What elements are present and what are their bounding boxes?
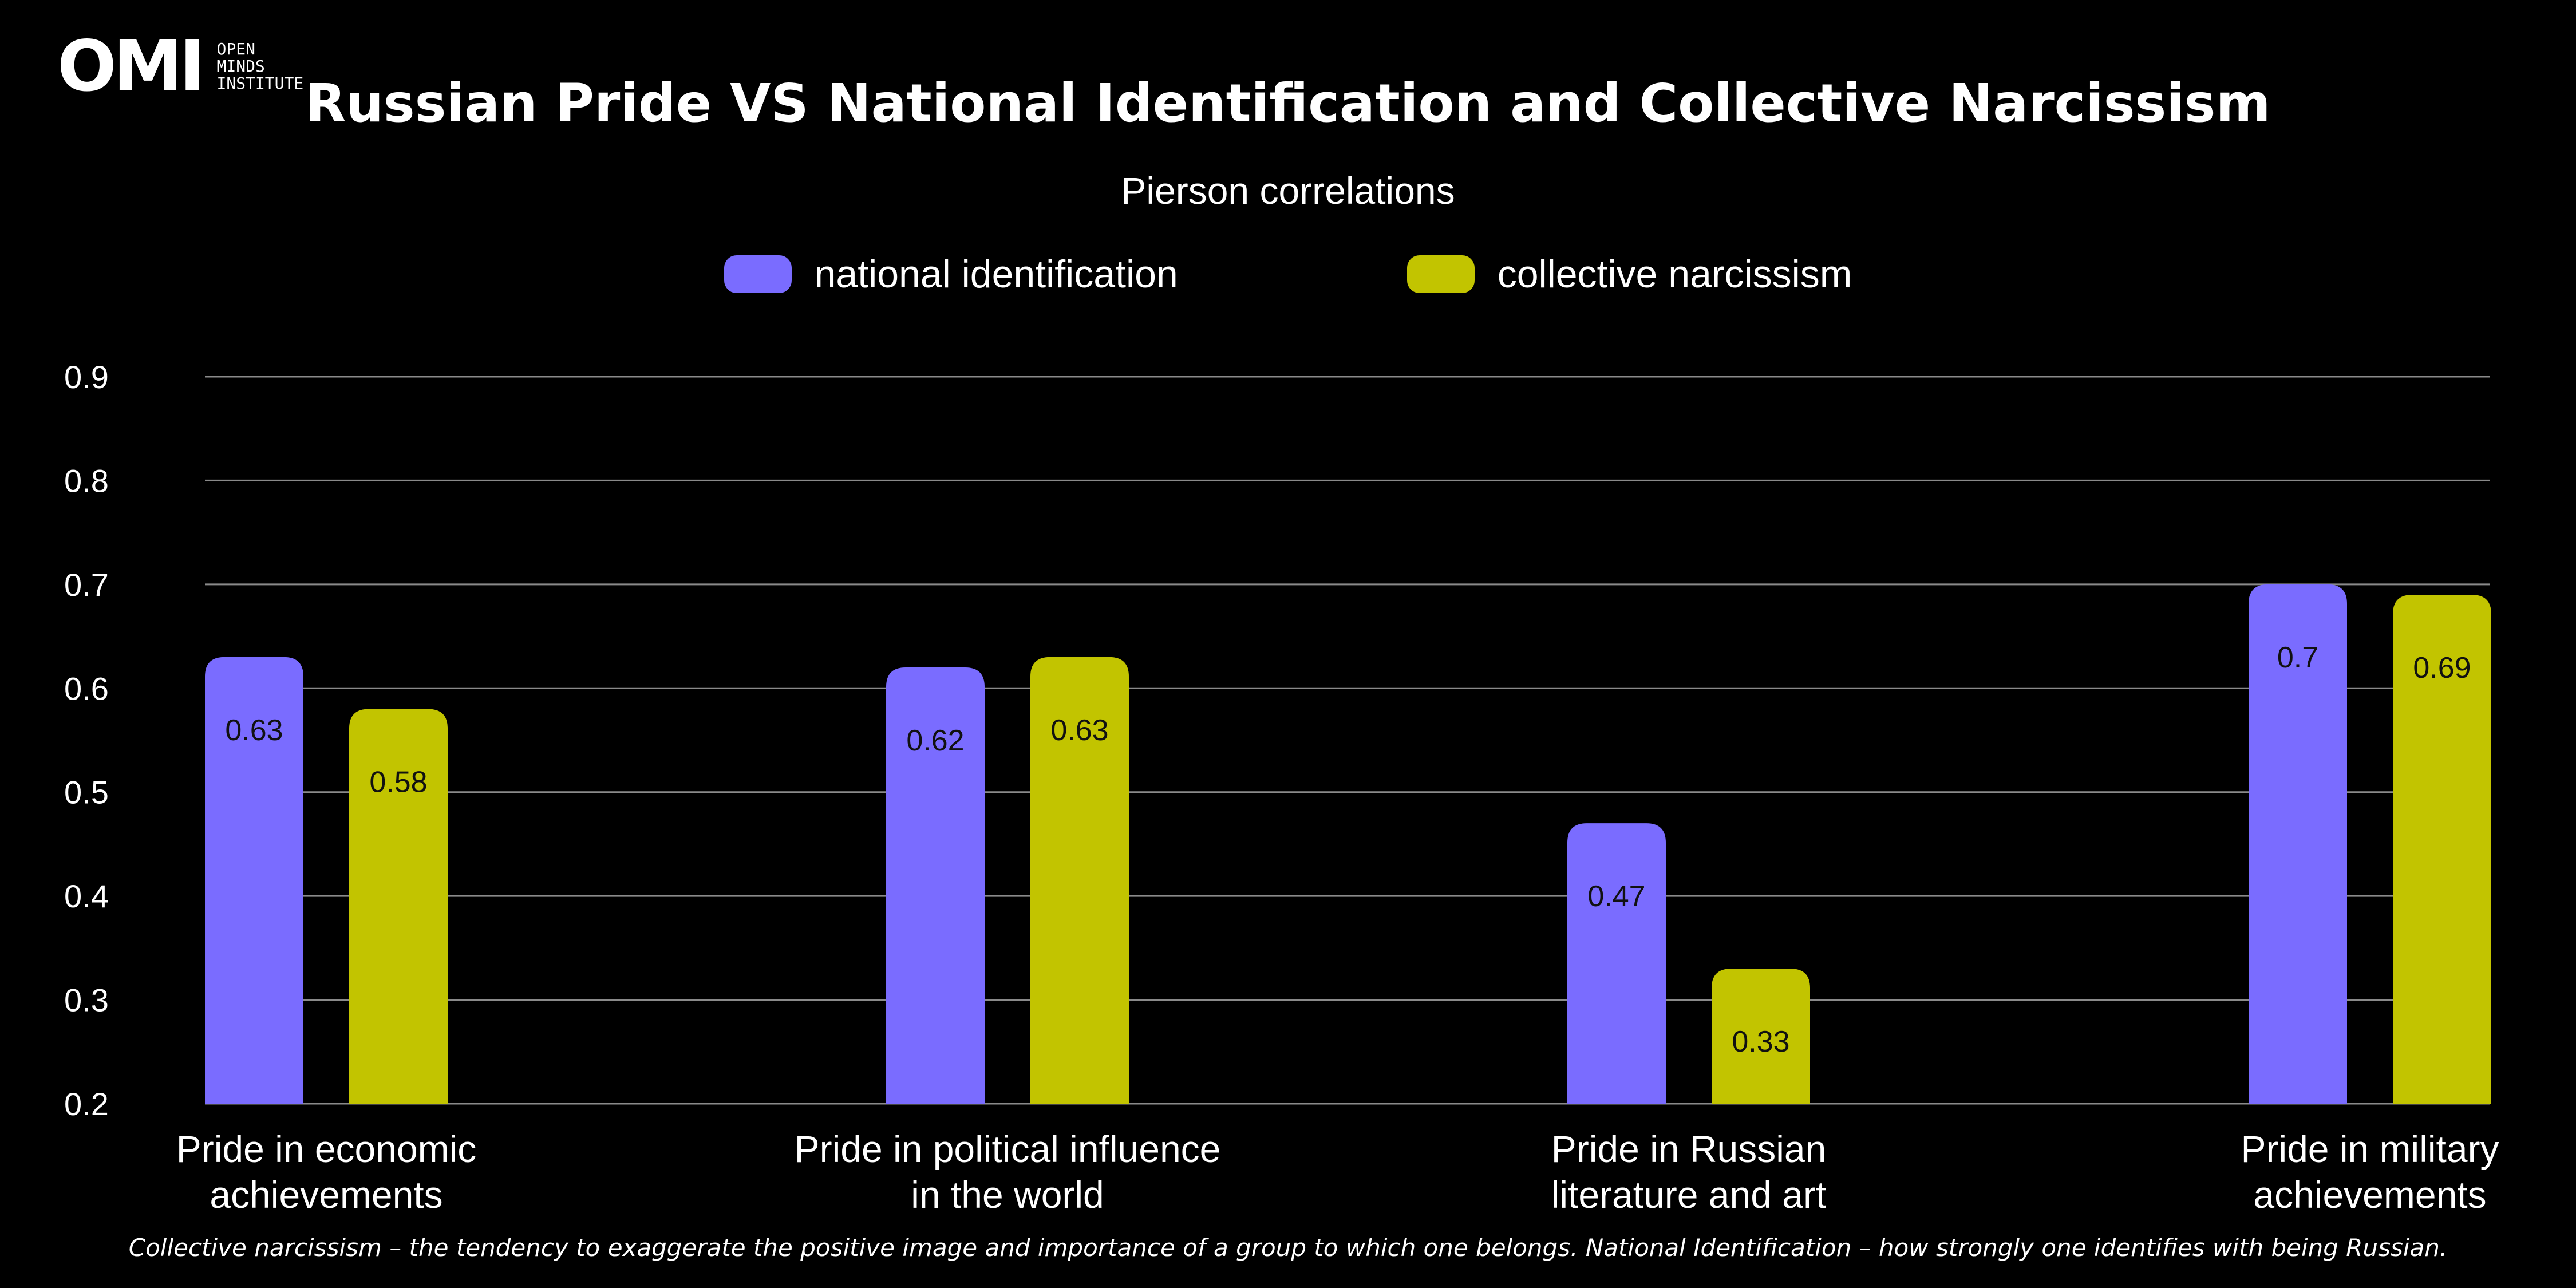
data-label-collective-narcissism: 0.58 xyxy=(369,766,427,799)
x-category-label-line: in the world xyxy=(911,1174,1104,1216)
logo-text: OPEN MINDS INSTITUTE xyxy=(216,39,304,93)
y-tick-label: 0.7 xyxy=(64,567,109,603)
x-category-label-line: achievements xyxy=(2253,1174,2486,1216)
logo-mark: OMI xyxy=(57,26,206,107)
bar-national-identification xyxy=(2249,584,2347,1104)
y-tick-label: 0.8 xyxy=(64,463,109,499)
bar-collective-narcissism xyxy=(2393,595,2491,1104)
y-tick-label: 0.2 xyxy=(64,1086,109,1122)
y-tick-label: 0.5 xyxy=(64,775,109,811)
bar-collective-narcissism xyxy=(349,709,448,1104)
data-label-collective-narcissism: 0.69 xyxy=(2413,651,2471,685)
chart-subtitle: Pierson correlations xyxy=(1121,169,1455,212)
data-label-national-identification: 0.63 xyxy=(225,714,283,747)
bar-national-identification xyxy=(205,657,303,1104)
x-category-label-line: Pride in economic xyxy=(176,1128,477,1170)
footnote: Collective narcissism – the tendency to … xyxy=(128,1234,2448,1262)
legend-item-collective-narcissism: collective narcissism xyxy=(1406,252,1852,297)
bar-national-identification xyxy=(1567,823,1666,1104)
x-category-label: Pride in Russian literature and art xyxy=(1551,1128,1827,1216)
x-category-label-line: achievements xyxy=(210,1174,442,1216)
x-category-label: Pride in military achievements xyxy=(2241,1128,2499,1216)
data-label-national-identification: 0.47 xyxy=(1587,880,1645,913)
y-tick-label: 0.6 xyxy=(64,670,109,706)
legend-label-national-identification: national identification xyxy=(814,252,1178,296)
legend-item-national-identification: national identification xyxy=(724,252,1178,297)
x-category-label-line: Pride in Russian xyxy=(1551,1128,1827,1170)
bar-collective-narcissism xyxy=(1712,969,1810,1104)
data-label-national-identification: 0.7 xyxy=(2277,641,2318,674)
bar-national-identification xyxy=(886,667,985,1104)
x-category-label-line: Pride in military xyxy=(2241,1128,2499,1170)
legend-label-collective-narcissism: collective narcissism xyxy=(1497,252,1852,296)
x-category-label-line: Pride in political influence xyxy=(795,1128,1221,1170)
data-label-collective-narcissism: 0.33 xyxy=(1732,1025,1789,1058)
y-tick-label: 0.4 xyxy=(64,878,109,914)
x-category-label: Pride in political influence in the world xyxy=(795,1128,1221,1216)
legend-swatch-collective-narcissism xyxy=(1406,255,1475,293)
y-tick-label: 0.9 xyxy=(64,359,109,395)
x-category-label-line: literature and art xyxy=(1551,1174,1827,1216)
chart-title: Russian Pride VS National Identification… xyxy=(305,73,2271,134)
omi-logo: OMI OPEN MINDS INSTITUTE xyxy=(57,31,303,101)
y-tick-label: 0.3 xyxy=(64,982,109,1018)
x-category-label: Pride in economic achievements xyxy=(176,1128,477,1216)
data-label-national-identification: 0.62 xyxy=(906,724,964,757)
bar-collective-narcissism xyxy=(1030,657,1129,1104)
data-label-collective-narcissism: 0.63 xyxy=(1050,714,1108,747)
legend-swatch-national-identification xyxy=(724,255,792,293)
chart-legend: national identification collective narci… xyxy=(0,252,2576,297)
